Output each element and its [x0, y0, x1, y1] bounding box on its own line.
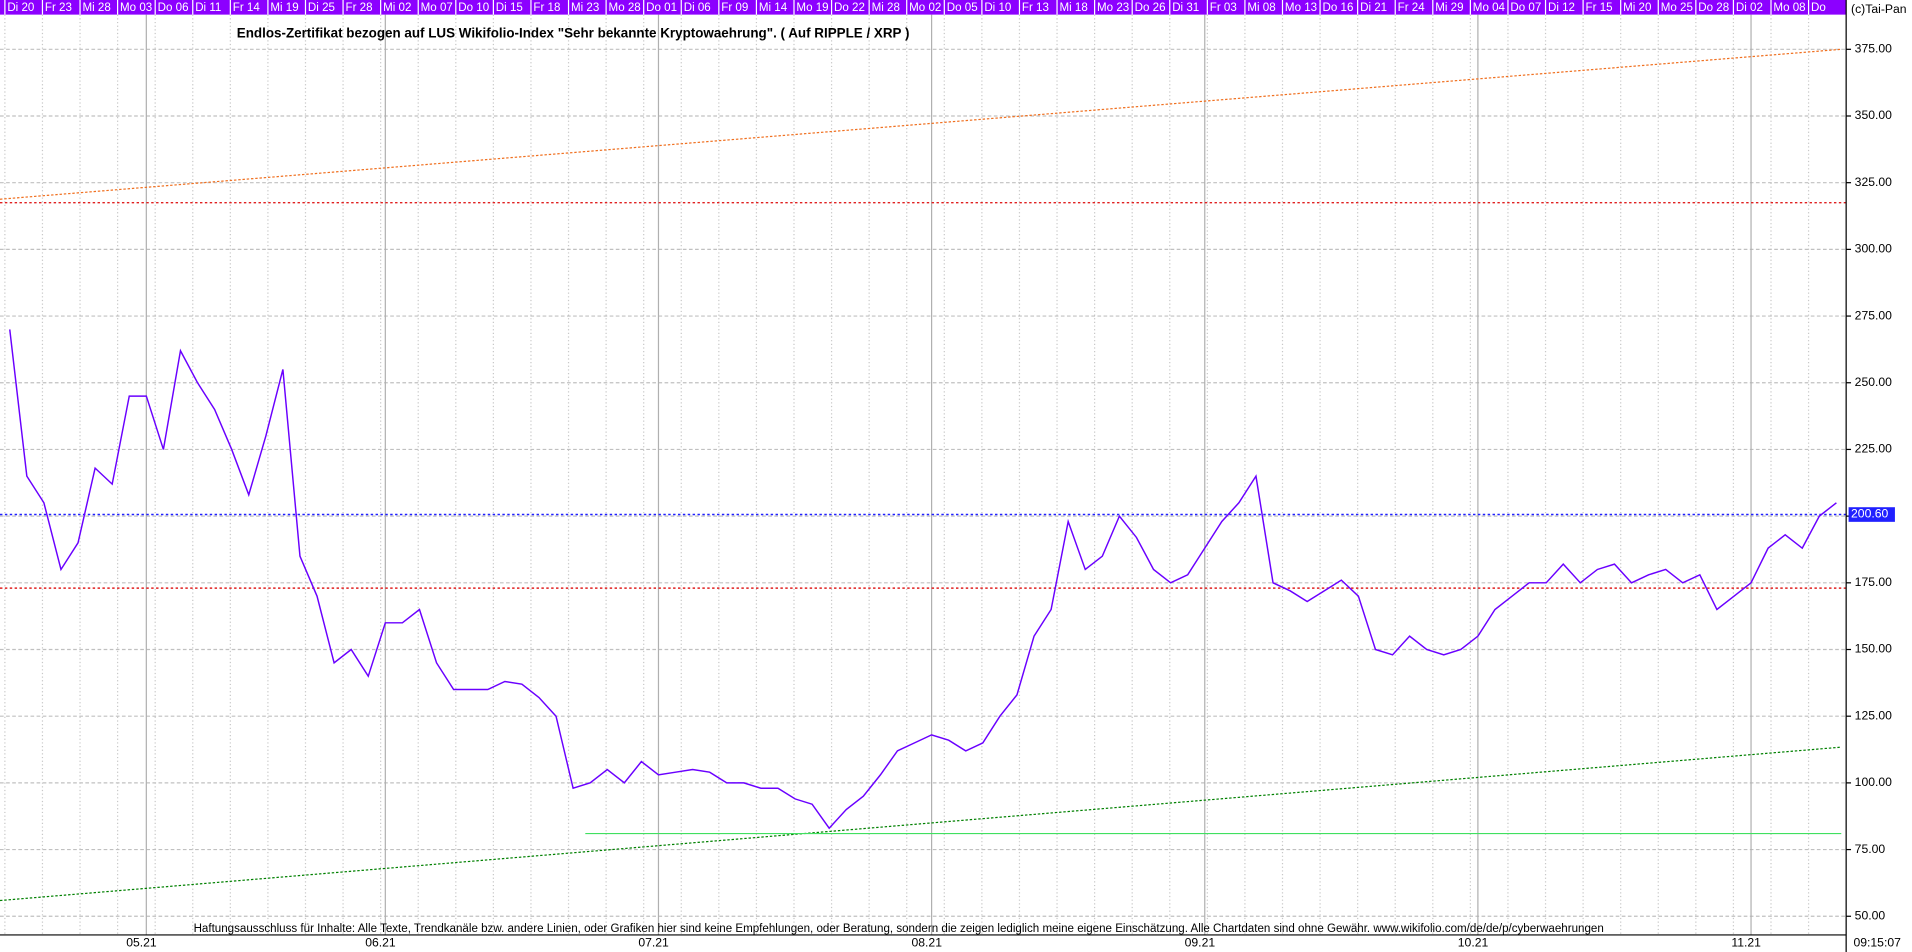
chart-title: Endlos-Zertifikat bezogen auf LUS Wikifo… — [237, 26, 910, 41]
date-label: Mi 23 — [571, 2, 599, 14]
y-tick-label: 175.00 — [1855, 575, 1893, 589]
x-tick-label: 09.21 — [1185, 936, 1216, 950]
date-label: Di 11 — [195, 2, 221, 14]
date-label: Mo 19 — [796, 2, 828, 14]
date-bar — [0, 0, 1847, 15]
date-label: Mo 04 — [1473, 2, 1506, 14]
date-label: Mi 29 — [1435, 2, 1463, 14]
trend-line — [0, 48, 1842, 200]
marks — [0, 48, 1847, 902]
date-label: Do — [1811, 2, 1826, 14]
trend-line — [0, 746, 1842, 902]
date-label: Do 26 — [1135, 2, 1166, 14]
date-label: Mo 23 — [1097, 2, 1129, 14]
copyright: (c)Tai-Pan — [1851, 2, 1907, 16]
date-label: Do 06 — [158, 2, 189, 14]
date-label: Mo 28 — [609, 2, 641, 14]
y-tick-label: 150.00 — [1855, 642, 1893, 656]
date-label: Mi 28 — [872, 2, 900, 14]
date-label: Fr 14 — [233, 2, 261, 14]
date-label: Fr 24 — [1398, 2, 1426, 14]
y-tick-label: 100.00 — [1855, 775, 1893, 789]
date-label: Di 20 — [7, 2, 34, 14]
date-label: Mo 03 — [120, 2, 152, 14]
date-label: Di 10 — [984, 2, 1011, 14]
x-tick-label: 08.21 — [911, 936, 942, 950]
date-label: Di 21 — [1360, 2, 1387, 14]
y-tick-label: 225.00 — [1855, 442, 1893, 456]
y-tick-label: 75.00 — [1855, 842, 1886, 856]
date-label: Mi 28 — [82, 2, 110, 14]
date-label: Do 16 — [1323, 2, 1354, 14]
date-label: Mi 02 — [383, 2, 411, 14]
date-label: Mo 13 — [1285, 2, 1317, 14]
date-label: Mo 02 — [909, 2, 941, 14]
date-label: Mo 25 — [1661, 2, 1693, 14]
date-label: Fr 03 — [1210, 2, 1237, 14]
y-tick-label: 325.00 — [1855, 175, 1893, 189]
y-tick-label: 250.00 — [1855, 375, 1893, 389]
disclaimer: Haftungsausschluss für Inhalte: Alle Tex… — [194, 923, 1604, 935]
price-line — [9, 329, 1837, 830]
date-label: Di 31 — [1172, 2, 1199, 14]
date-label: Fr 28 — [346, 2, 373, 14]
y-tick-label: 275.00 — [1855, 308, 1893, 322]
date-label: Di 12 — [1548, 2, 1575, 14]
date-label: Di 02 — [1736, 2, 1763, 14]
x-tick-label: 10.21 — [1458, 936, 1489, 950]
x-tick-label: 06.21 — [365, 936, 396, 950]
x-tick-label: 05.21 — [126, 936, 157, 950]
date-label: Do 22 — [834, 2, 865, 14]
date-label: Fr 09 — [721, 2, 748, 14]
date-label: Mi 14 — [759, 2, 788, 14]
x-tick-label: 11.21 — [1731, 936, 1761, 950]
date-labels: Di 20 Fr 23 Mi 28 Mo 03 Do 06 Di 11 Fr 14 Mi 19… — [4, 0, 1826, 15]
x-tick-label: 07.21 — [638, 936, 669, 950]
date-label: Do 05 — [947, 2, 978, 14]
date-label: Do 01 — [646, 2, 677, 14]
date-label: Mi 19 — [270, 2, 298, 14]
timestamp: 09:15:07 — [1853, 936, 1901, 950]
date-label: Mi 08 — [1247, 2, 1275, 14]
y-tick-label: 50.00 — [1855, 908, 1886, 922]
date-label: Do 10 — [458, 2, 489, 14]
grid — [0, 14, 1852, 935]
date-label: Fr 15 — [1586, 2, 1613, 14]
level-label: 200.60 — [1851, 507, 1889, 521]
date-label: Mi 18 — [1059, 2, 1087, 14]
date-label: Mo 08 — [1773, 2, 1805, 14]
date-label: Mi 20 — [1623, 2, 1651, 14]
date-label: Mo 07 — [421, 2, 453, 14]
date-label: Di 25 — [308, 2, 335, 14]
date-label: Di 06 — [684, 2, 711, 14]
date-label: Fr 13 — [1022, 2, 1049, 14]
y-tick-label: 375.00 — [1855, 42, 1893, 56]
date-label: Do 28 — [1698, 2, 1729, 14]
date-label: Di 15 — [496, 2, 523, 14]
y-tick-label: 125.00 — [1855, 708, 1893, 722]
y-tick-label: 350.00 — [1855, 108, 1893, 122]
date-label: Fr 18 — [533, 2, 560, 14]
level-label-box — [1848, 507, 1895, 522]
y-tick-label: 300.00 — [1855, 242, 1893, 256]
date-label: Do 07 — [1510, 2, 1541, 14]
date-label: Fr 23 — [45, 2, 72, 14]
